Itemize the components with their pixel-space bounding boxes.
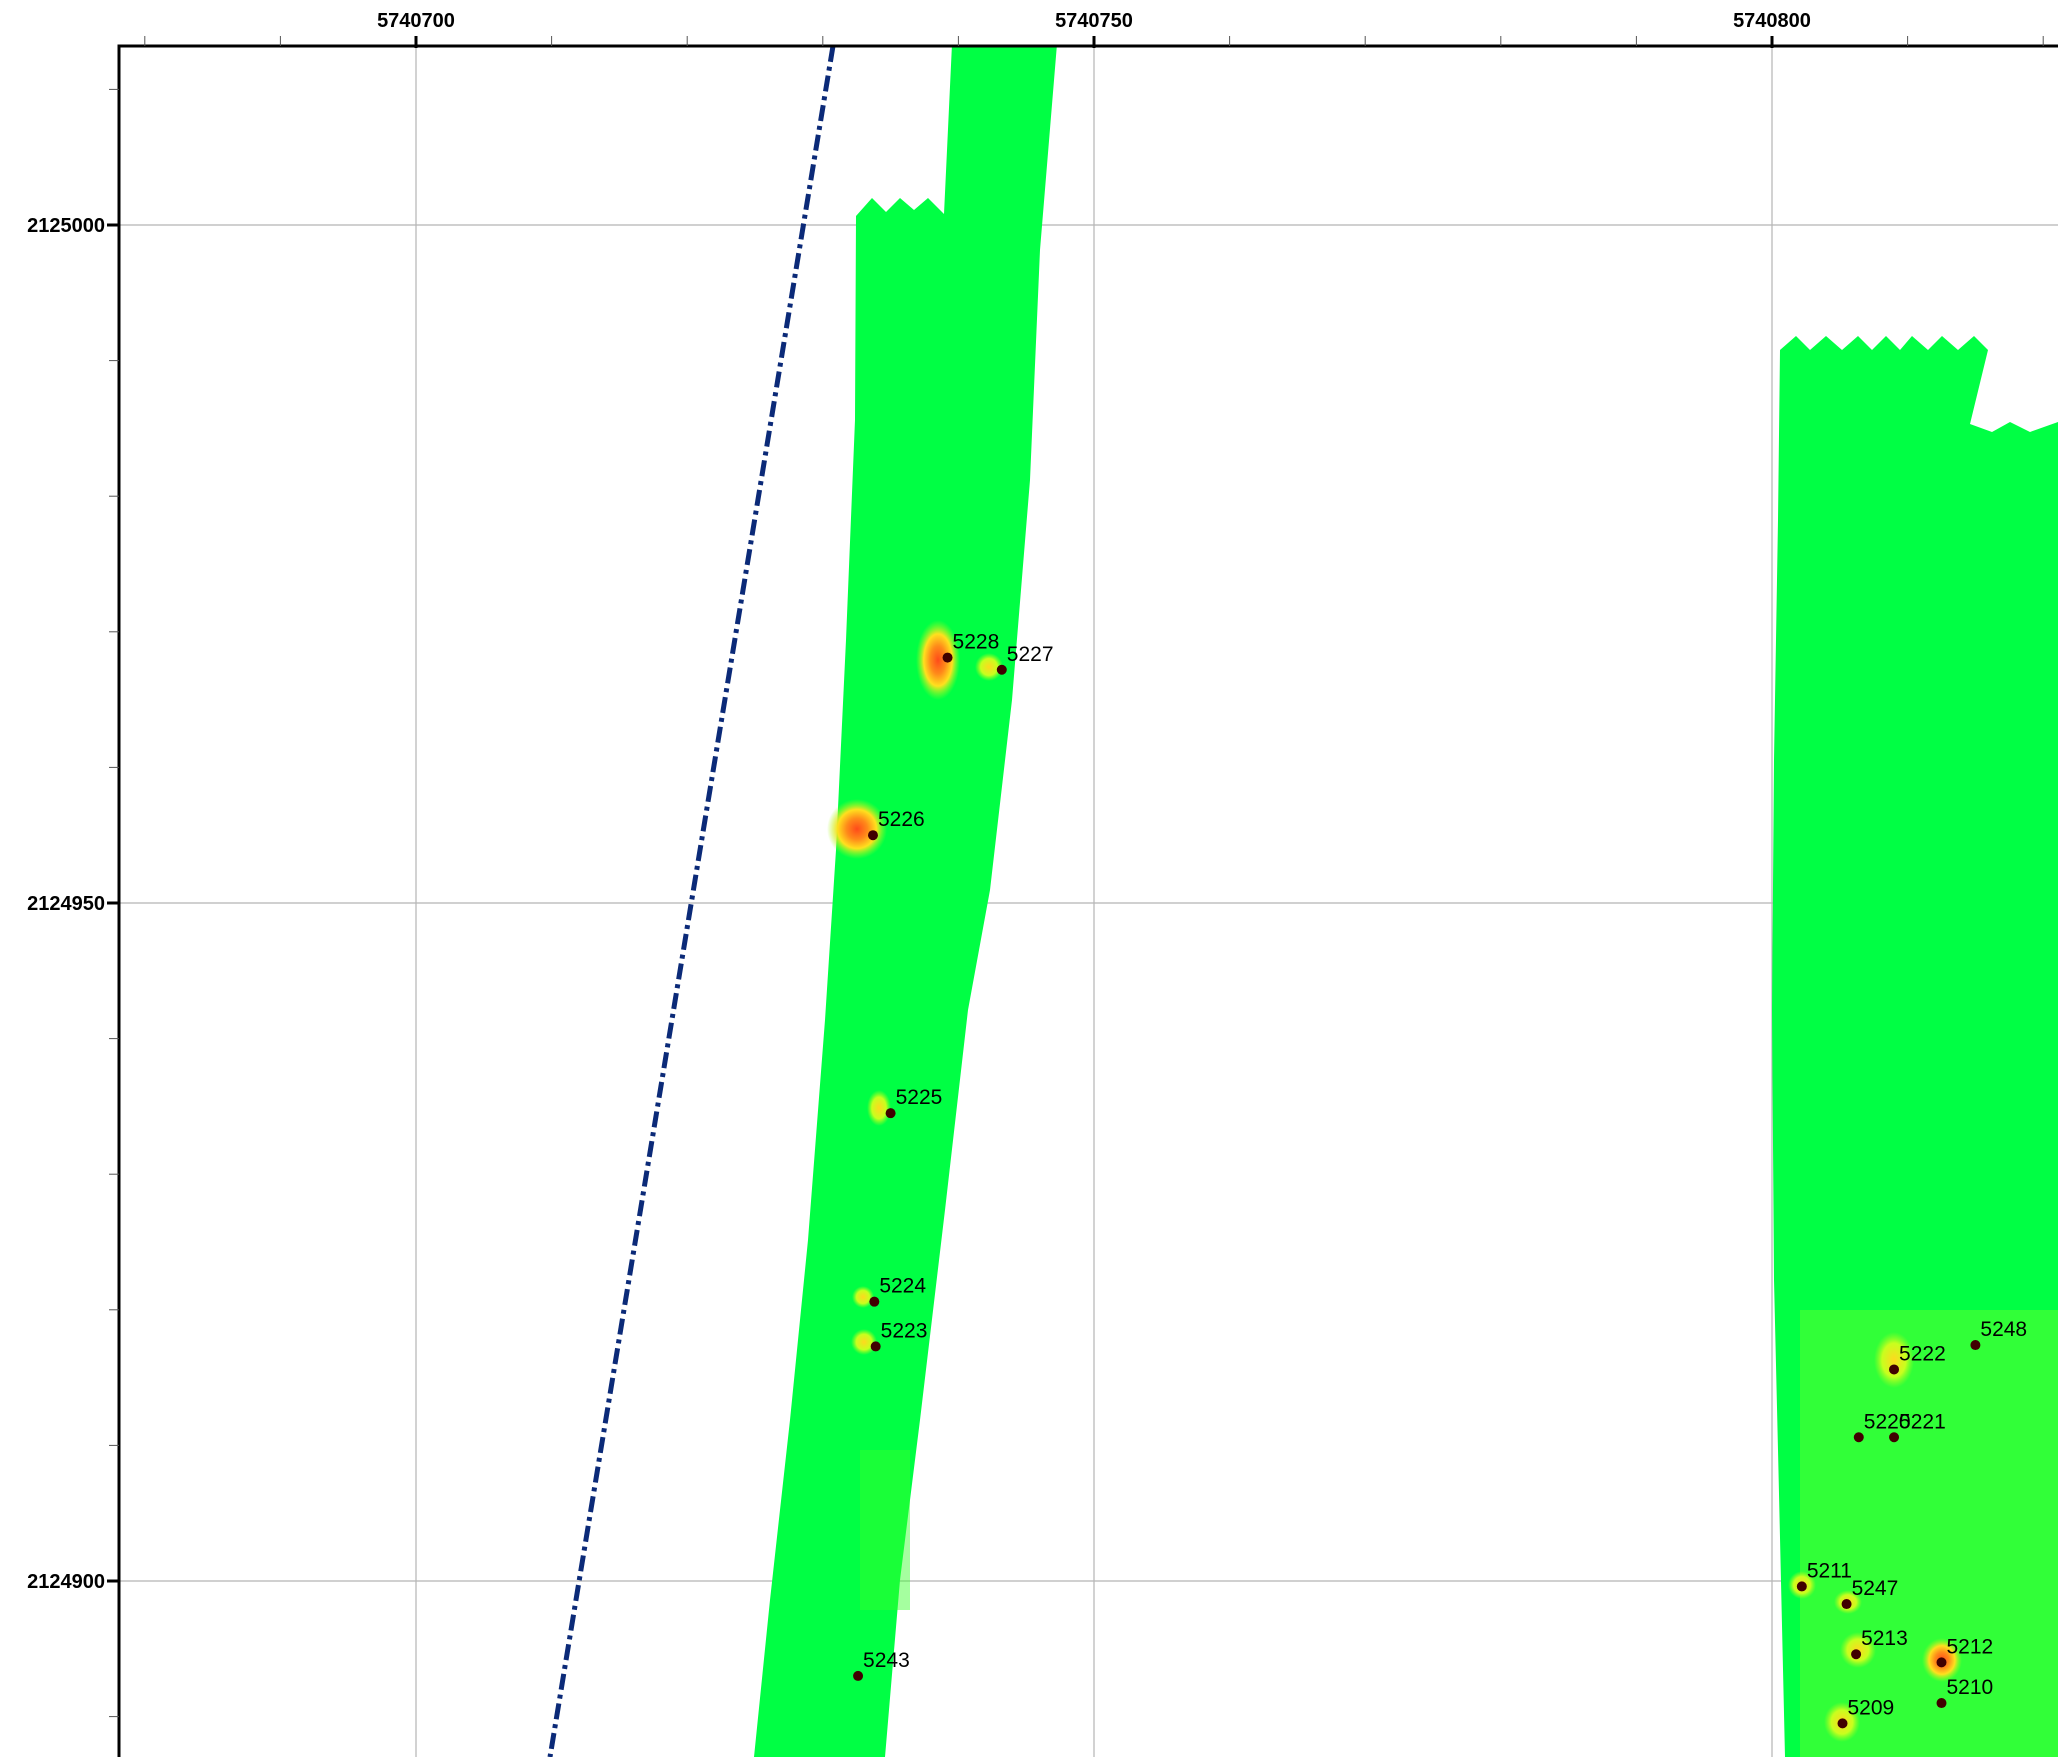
hotspot-5224 [852,1286,874,1308]
point-label-5225: 5225 [896,1086,943,1109]
point-label-5222: 5222 [1899,1342,1946,1365]
hotspot-5226 [827,799,887,859]
point-label-5220: 5220 [1864,1410,1911,1433]
point-marker-5247 [1841,1599,1852,1610]
x-axis: 5740700 5740750 5740800 [144,10,2044,48]
point-label-5248: 5248 [1980,1318,2027,1341]
point-label-5221: 5221 [1899,1410,1946,1433]
hotspot-5225 [867,1090,891,1126]
point-marker-5248 [1970,1340,1981,1351]
point-marker-5211 [1796,1581,1807,1592]
point-marker-5226 [867,830,878,841]
y-tick-label: 2124900 [27,1571,105,1593]
hotspot-5223 [851,1329,877,1355]
point-label-5213: 5213 [1861,1627,1908,1650]
y-tick-label: 2125000 [27,215,105,237]
survey-swath-west [754,46,1057,1757]
point-label-5210: 5210 [1947,1676,1994,1699]
x-tick-label: 5740800 [1733,10,1811,32]
point-label-5227: 5227 [1007,643,1054,666]
point-label-5228: 5228 [953,631,1000,654]
survey-swath-east [1772,336,2058,1757]
point-label-5226: 5226 [878,808,925,831]
x-tick-label: 5740750 [1055,10,1133,32]
point-marker-5209 [1837,1718,1848,1729]
map-frame [117,44,2058,1757]
anomaly-hotspots [827,620,1962,1742]
x-tick-label: 5740700 [377,10,455,32]
hotspot-5227 [975,653,1003,681]
point-marker-5243 [853,1670,864,1681]
sample-points: 5228 5227 5226 5225 5224 5223 5243 5248 5222 5220… [853,631,2027,1729]
point-marker-5224 [869,1296,880,1307]
point-marker-5213 [1851,1649,1862,1660]
y-axis: 2125000 2124950 2124900 [27,88,119,1718]
point-label-5247: 5247 [1852,1577,1899,1600]
point-label-5212: 5212 [1947,1635,1994,1658]
point-marker-5220 [1853,1432,1864,1443]
point-label-5224: 5224 [879,1275,926,1298]
point-marker-5223 [870,1341,881,1352]
survey-texture [860,1310,2058,1757]
point-marker-5225 [885,1108,896,1119]
point-marker-5222 [1889,1364,1900,1375]
point-marker-5228 [942,652,953,663]
point-label-5243: 5243 [863,1649,910,1672]
point-marker-5212 [1936,1657,1947,1668]
hotspot-5222 [1874,1332,1914,1388]
point-marker-5210 [1936,1698,1947,1709]
hotspot-5228 [916,620,960,700]
survey-swaths [754,46,2058,1757]
point-label-5211: 5211 [1807,1559,1852,1582]
point-marker-5221 [1889,1432,1900,1443]
point-label-5209: 5209 [1848,1696,1895,1719]
point-marker-5227 [996,664,1007,675]
point-label-5223: 5223 [881,1319,928,1342]
map-grid [119,46,2058,1757]
boundary-line [547,45,836,1757]
y-tick-label: 2124950 [27,893,105,915]
